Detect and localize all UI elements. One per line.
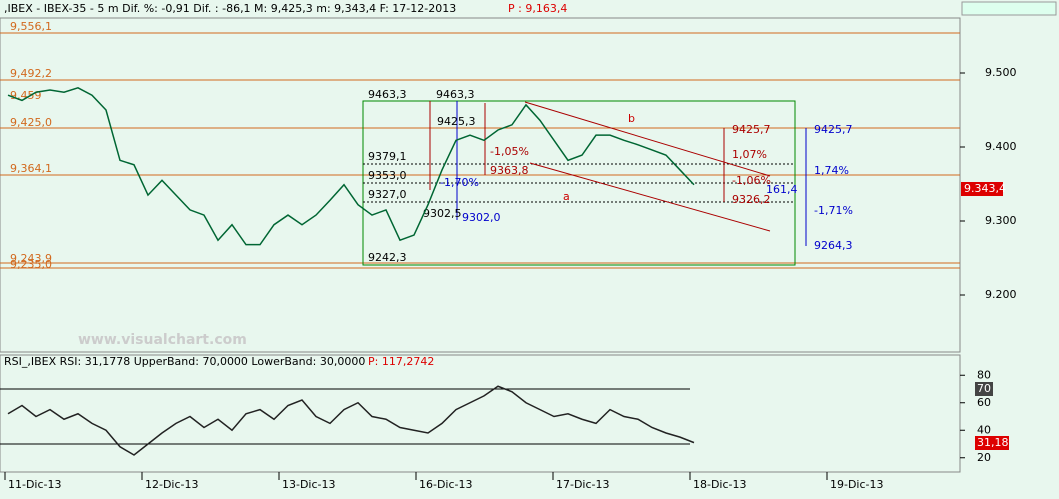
rsi-panel (0, 354, 961, 473)
rsi-header: RSI_,IBEX RSI: 31,1778 UpperBand: 70,000… (4, 355, 365, 368)
annotation: -1,06% (732, 174, 771, 187)
y-tick-label: 9.400 (985, 140, 1017, 153)
annotation: 1,74% (814, 164, 849, 177)
annotations: 9463,3 9463,3 9425,3 9379,1 9353,0 9327,… (368, 88, 853, 264)
annotation: 9264,3 (814, 239, 853, 252)
y-tick-label: 9.500 (985, 66, 1017, 79)
level-labels: 9,556,1 9,492,2 9,459 9,425,0 9,364,1 9,… (10, 20, 52, 271)
rsi-tick-label: 40 (977, 423, 991, 436)
annotation: 9425,3 (437, 115, 476, 128)
last-price-box (961, 182, 1003, 196)
annotation: 9363,8 (490, 164, 529, 177)
annotation: 9463,3 (368, 88, 407, 101)
annotation: 9425,7 (814, 123, 853, 136)
rsi-tick-label: 60 (977, 396, 991, 409)
last-price: 9.343,4 (964, 182, 1006, 195)
rsi-last-box (975, 436, 1009, 450)
annotation: 9425,7 (732, 123, 771, 136)
rsi-tick-label: 80 (977, 368, 991, 381)
annotation: a (563, 190, 570, 203)
annotation: 161,4 (766, 183, 798, 196)
level: 9,243,9 (10, 252, 52, 265)
annotation: 9463,3 (436, 88, 475, 101)
fib-lines (363, 163, 795, 203)
watermark: www.visualchart.com (78, 332, 247, 348)
rsi-last: 31,18 (977, 436, 1009, 449)
date-label: 12-Dic-13 (145, 478, 199, 491)
rsi-header-extra: P: 117,2742 (368, 355, 434, 368)
annotation: b (628, 112, 635, 125)
annotation: 9326,2 (732, 193, 771, 206)
y-tick-label: 9.300 (985, 214, 1017, 227)
date-label: 13-Dic-13 (282, 478, 336, 491)
date-label: 11-Dic-13 (8, 478, 62, 491)
date-label: 16-Dic-13 (419, 478, 473, 491)
measure-lines (456, 101, 807, 246)
level: 9,425,0 (10, 116, 52, 129)
date-label: 19-Dic-13 (830, 478, 884, 491)
price-panel (0, 17, 961, 353)
header: ,IBEX - IBEX-35 - 5 m Dif. %: -0,91 Dif.… (4, 2, 456, 15)
annotation: -1,05% (490, 145, 529, 158)
annotation: 9242,3 (368, 251, 407, 264)
level: 9,556,1 (10, 20, 52, 33)
annotation: 9302,5 (423, 207, 462, 220)
annotation: 9327,0 (368, 188, 407, 201)
date-label: 17-Dic-13 (556, 478, 610, 491)
level: 9,364,1 (10, 162, 52, 175)
annotation: 1,07% (732, 148, 767, 161)
annotation: 9379,1 (368, 150, 407, 163)
y-tick-label: 9.200 (985, 288, 1017, 301)
date-label: 18-Dic-13 (693, 478, 747, 491)
level-lines (0, 32, 960, 269)
annotation: 9353,0 (368, 169, 407, 182)
level: 9,459 (10, 89, 42, 102)
header-extra: P : 9,163,4 (508, 2, 567, 15)
price-line (7, 86, 695, 246)
annotation: -1,70% (440, 176, 479, 189)
upper-label: 70 (977, 382, 991, 395)
upper-box (975, 382, 993, 396)
rsi-line (7, 385, 695, 456)
annotation: 9302,0 (462, 211, 501, 224)
trend-lines (429, 101, 771, 232)
annotation: -1,71% (814, 204, 853, 217)
level: 9,492,2 (10, 67, 52, 80)
header-bar (0, 0, 1059, 18)
window-buttons[interactable] (961, 1, 1057, 16)
rsi-tick-label: 20 (977, 451, 991, 464)
level: 9,235,0 (10, 258, 52, 271)
